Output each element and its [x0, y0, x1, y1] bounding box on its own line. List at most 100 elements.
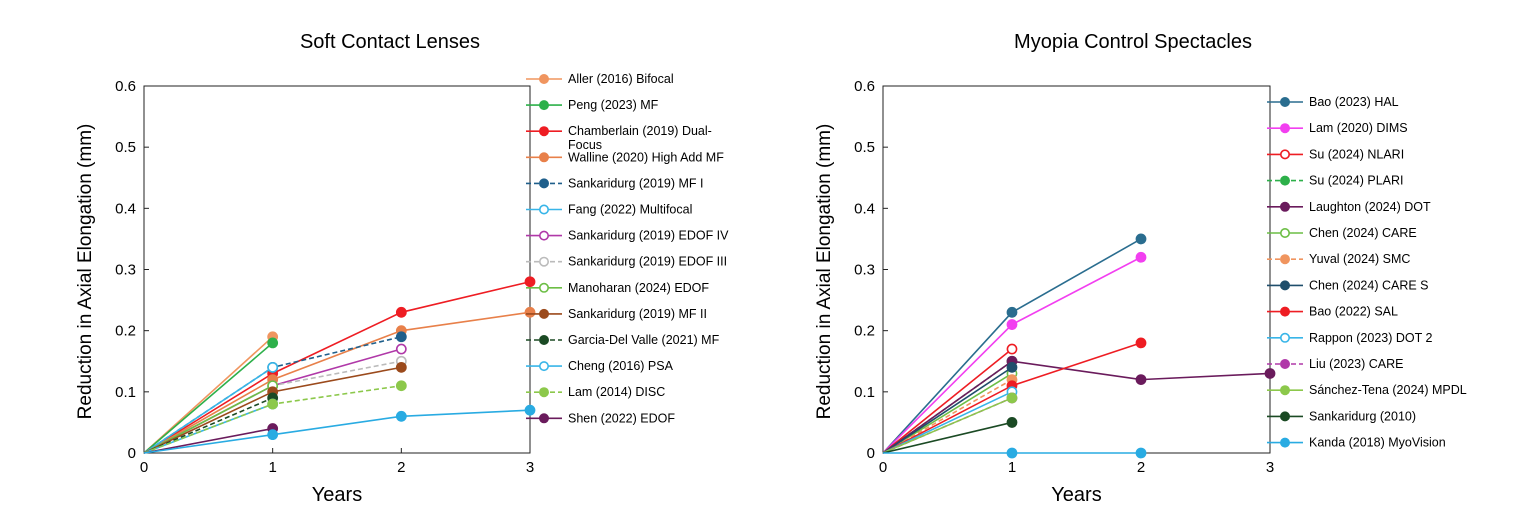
series-line [143, 366, 274, 454]
legend-marker [538, 178, 549, 189]
series-8 [882, 361, 1018, 454]
legend-label: Walline (2020) High Add MF [568, 150, 724, 164]
legend-item: Sankaridurg (2019) EDOF IV [526, 229, 729, 243]
legend-marker [538, 361, 549, 372]
series-10 [882, 386, 1018, 454]
legend-marker [1280, 201, 1291, 212]
legend-marker [1280, 123, 1291, 134]
legend-marker [538, 256, 549, 267]
legend-marker [1280, 228, 1291, 239]
legend-item: Laughton (2024) DOT [1267, 200, 1431, 214]
series-line [143, 409, 531, 454]
x-tick-label: 3 [1266, 459, 1274, 476]
legend-label: Sankaridurg (2010) [1309, 409, 1416, 423]
data-point [1135, 251, 1147, 263]
legend-item: Sankaridurg (2019) MF II [526, 307, 707, 321]
legend-marker [538, 126, 549, 137]
legend-label: Shen (2022) EDOF [568, 411, 675, 425]
legend-item: Sankaridurg (2019) MF I [526, 176, 703, 190]
soft-contact-lenses-chart: Soft Contact Lenses 0 0.1 0.2 0.3 0.4 0.5 0.6 0 1… [75, 31, 729, 506]
series-line [882, 366, 1013, 454]
x-tick-label: 3 [526, 459, 534, 476]
x-tick-label: 2 [1137, 459, 1145, 476]
data-point [267, 398, 279, 410]
legend-label: Sankaridurg (2019) EDOF III [568, 255, 727, 269]
series-line [143, 311, 531, 454]
legend-item: Cheng (2016) PSA [526, 359, 674, 373]
y-tick-label: 0.2 [115, 323, 136, 340]
legend-marker [538, 204, 549, 215]
series-2 [882, 251, 1147, 454]
data-point [267, 361, 279, 373]
legend-label-line: Focus [568, 138, 602, 152]
x-tick-label: 0 [140, 459, 148, 476]
legend-item: Sankaridurg (2019) EDOF III [526, 255, 727, 269]
y-tick-label: 0.5 [115, 139, 136, 156]
legend-marker [538, 282, 549, 293]
legend-marker [1280, 280, 1291, 291]
legend-item: Lam (2020) DIMS [1267, 121, 1408, 135]
legend-item: Lam (2014) DISC [526, 385, 665, 399]
x-axis-label: Years [312, 484, 362, 506]
y-tick-label: 0.4 [854, 200, 875, 217]
legend-item: Bao (2022) SAL [1267, 305, 1398, 319]
data-point [1006, 319, 1018, 330]
legend-label: Chen (2024) CARE S [1309, 278, 1429, 292]
legend-marker [538, 308, 549, 319]
x-tick-label: 1 [268, 459, 276, 476]
legend-item: Shen (2022) EDOF [526, 411, 675, 425]
x-axis-label: Years [1051, 484, 1101, 506]
legend: Bao (2023) HAL Lam (2020) DIMS Su (2024) N… [1267, 95, 1467, 450]
legend-item: Garcia-Del Valle (2021) MF [526, 333, 720, 347]
data-point [524, 404, 536, 416]
legend-label: Sankaridurg (2019) MF I [568, 176, 703, 190]
y-tick-label: 0.3 [115, 262, 136, 279]
data-point [395, 361, 407, 373]
legend-label: Sánchez-Tena (2024) MPDL [1309, 383, 1467, 397]
legend-label: Lam (2020) DIMS [1309, 121, 1408, 135]
series-line [882, 348, 1013, 454]
series-line [143, 397, 273, 454]
legend-marker [1280, 437, 1291, 448]
legend-item: Su (2024) PLARI [1267, 174, 1404, 188]
y-tick-label: 0.1 [115, 384, 136, 401]
series-line [882, 372, 1013, 454]
data-point [1006, 417, 1018, 428]
legend-marker [538, 387, 549, 398]
series-line [143, 280, 531, 454]
legend-item: Yuval (2024) SMC [1267, 252, 1410, 266]
y-tick-label: 0.1 [854, 384, 875, 401]
y-tick-label: 0 [867, 445, 875, 462]
data-point [395, 380, 407, 392]
legend-item: Chen (2024) CARE [1267, 226, 1417, 240]
data-point [1006, 306, 1018, 318]
legend-item: Kanda (2018) MyoVision [1267, 436, 1446, 450]
chart-title: Soft Contact Lenses [300, 31, 480, 53]
series-3 [882, 343, 1018, 454]
legend-label: Su (2024) NLARI [1309, 147, 1404, 161]
series-6 [143, 361, 279, 454]
legend-marker [1280, 97, 1291, 108]
legend-item: Walline (2020) High Add MF [526, 150, 724, 164]
series-line [882, 378, 1013, 454]
series-line [143, 427, 273, 454]
series-15 [143, 404, 536, 454]
legend-label: Sankaridurg (2019) MF II [568, 307, 707, 321]
legend-marker [538, 230, 549, 241]
data-point [524, 306, 536, 318]
legend-marker [538, 413, 549, 424]
y-tick-label: 0.6 [115, 78, 136, 95]
legend-label: Laughton (2024) DOT [1309, 200, 1431, 214]
y-tick-label: 0 [128, 445, 136, 462]
legend-label-line: Chamberlain (2019) Dual- [568, 124, 712, 138]
legend-marker [1280, 254, 1291, 265]
legend-label: Bao (2022) SAL [1309, 305, 1398, 319]
data-point [395, 343, 407, 355]
legend-label: Aller (2016) Bifocal [568, 72, 674, 86]
series-1 [882, 233, 1147, 454]
legend-item: Aller (2016) Bifocal [526, 72, 674, 86]
legend-label: Fang (2022) Multifocal [568, 203, 692, 217]
legend-marker [1280, 358, 1291, 369]
y-tick-label: 0.6 [854, 78, 875, 95]
plot-frame [882, 85, 1271, 454]
